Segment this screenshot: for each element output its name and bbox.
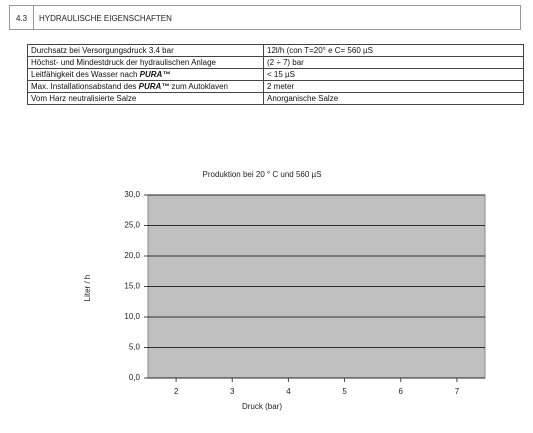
y-tick-label: 10,0	[124, 312, 140, 321]
properties-table: Durchsatz bei Versorgungsdruck 3.4 bar 12…	[27, 44, 524, 105]
cell-text: 2 meter	[267, 82, 295, 91]
cell-text: Anorganische Salze	[267, 94, 339, 103]
cell-text: zum Autoklaven	[169, 82, 228, 91]
x-tick-label: 5	[342, 387, 347, 396]
chart-title: Produktion bei 20 ° C und 560 µS	[203, 170, 322, 179]
cell-text: Max. Installationsabstand des	[31, 82, 139, 91]
x-tick-label: 4	[286, 387, 291, 396]
y-tick-label: 30,0	[124, 190, 140, 199]
cell-text: 12l/h (con T=20° e C= 560 µS	[267, 46, 373, 55]
table-cell: Max. Installationsabstand des PURA™ zum …	[27, 80, 264, 93]
cell-text: Durchsatz bei Versorgungsdruck 3.4 bar	[31, 46, 174, 55]
section-header: 4.3 HYDRAULISCHE EIGENSCHAFTEN	[9, 5, 521, 30]
cell-text: (2 ÷ 7) bar	[267, 58, 304, 67]
cell-text: Höchst- und Mindestdruck der hydraulisch…	[31, 58, 216, 67]
separator	[33, 6, 34, 29]
table-row: Max. Installationsabstand des PURA™ zum …	[27, 80, 524, 93]
y-tick-label: 5,0	[129, 343, 141, 352]
section-number: 4.3	[16, 14, 28, 23]
table-row: Vom Harz neutralisierte Salze Anorganisch…	[27, 92, 524, 105]
cell-text: Leitfähigkeit des Wasser nach	[31, 70, 140, 79]
y-tick-label: 0,0	[129, 373, 141, 382]
x-tick-label: 3	[230, 387, 235, 396]
cell-text: < 15 µS	[267, 70, 295, 79]
table-cell: Anorganische Salze	[263, 92, 524, 105]
y-axis-label: Liter / h	[83, 275, 92, 302]
x-tick-label: 2	[174, 387, 179, 396]
brand-name: PURA™	[138, 82, 170, 91]
x-tick-label: 6	[399, 387, 404, 396]
brand-name: PURA™	[139, 70, 171, 79]
y-tick-label: 25,0	[124, 221, 140, 230]
section-title: HYDRAULISCHE EIGENSCHAFTEN	[39, 14, 172, 23]
y-tick-label: 20,0	[124, 251, 140, 260]
y-tick-label: 15,0	[124, 282, 140, 291]
cell-text: Vom Harz neutralisierte Salze	[31, 94, 137, 103]
x-axis-label: Druck (bar)	[242, 402, 282, 411]
x-tick-label: 7	[455, 387, 460, 396]
